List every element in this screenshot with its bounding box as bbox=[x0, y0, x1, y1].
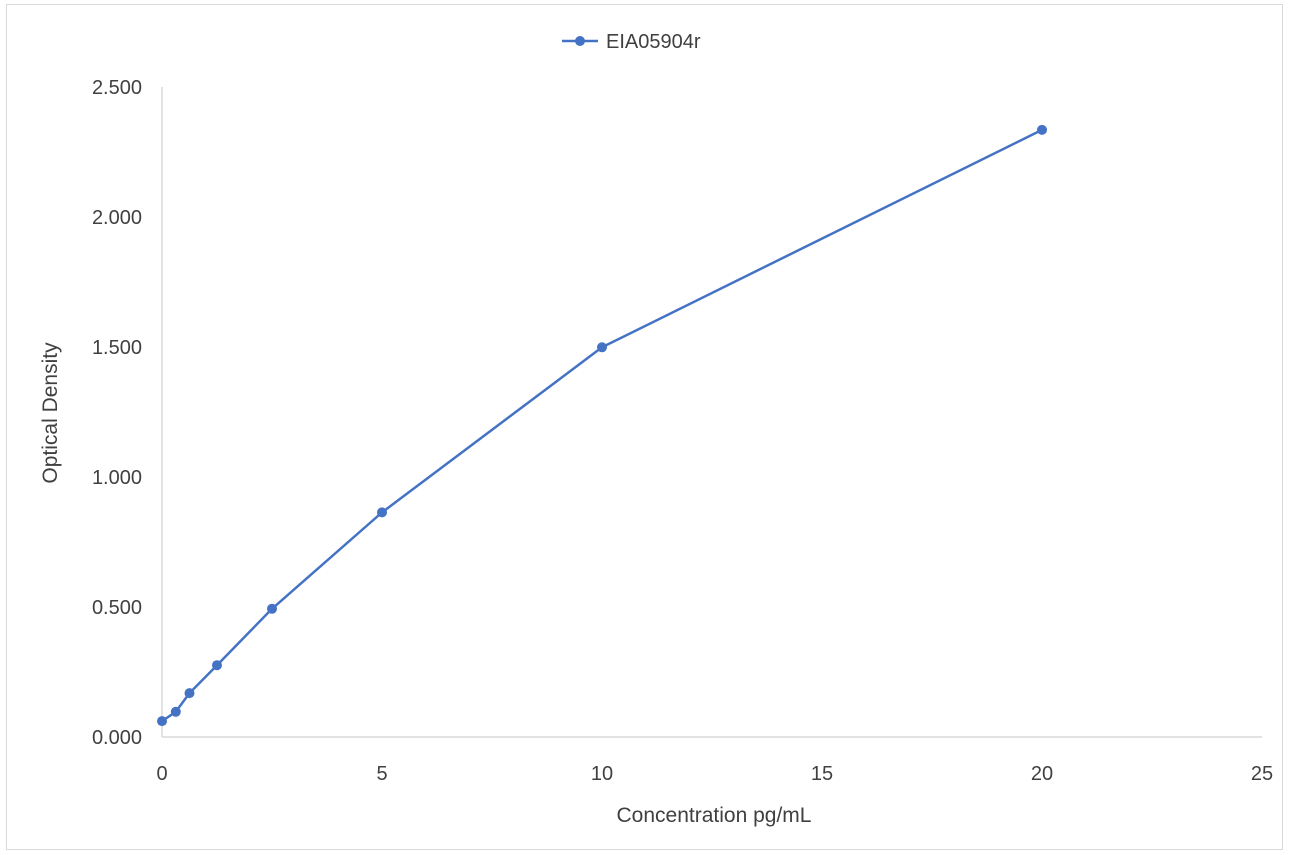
x-tick-label: 25 bbox=[1251, 763, 1273, 785]
data-point bbox=[377, 507, 387, 518]
x-tick-label: 5 bbox=[376, 763, 387, 785]
y-tick-label: 2.000 bbox=[92, 207, 142, 229]
y-axis-title: Optical Density bbox=[39, 342, 62, 484]
y-tick-label: 2.500 bbox=[92, 77, 142, 99]
y-tick-label: 0.000 bbox=[92, 727, 142, 749]
x-tick-label: 20 bbox=[1031, 763, 1053, 785]
data-point bbox=[597, 342, 607, 353]
data-point bbox=[212, 660, 222, 671]
axes bbox=[161, 87, 1262, 738]
x-axis-title: Concentration pg/mL bbox=[617, 804, 812, 827]
y-tick-labels: 0.000 0.500 1.000 1.500 2.000 2.500 bbox=[92, 77, 142, 749]
x-tick-label: 0 bbox=[156, 763, 167, 785]
legend-dot-marker bbox=[575, 36, 585, 46]
chart-frame bbox=[6, 4, 1283, 850]
legend: EIA05904r bbox=[562, 31, 701, 53]
series-line bbox=[161, 128, 1043, 723]
y-tick-label: 1.500 bbox=[92, 337, 142, 359]
y-tick-label: 0.500 bbox=[92, 597, 142, 619]
data-point bbox=[267, 603, 277, 614]
x-tick-label: 15 bbox=[811, 763, 833, 785]
x-tick-label: 10 bbox=[591, 763, 613, 785]
data-point bbox=[184, 688, 195, 699]
series-layer bbox=[157, 124, 1047, 727]
data-point bbox=[157, 716, 167, 727]
x-tick-labels: 0 5 10 15 20 25 bbox=[156, 763, 1273, 785]
legend-label: EIA05904r bbox=[606, 31, 701, 53]
data-point bbox=[170, 706, 181, 717]
data-point bbox=[1037, 124, 1047, 135]
y-tick-label: 1.000 bbox=[92, 467, 142, 489]
